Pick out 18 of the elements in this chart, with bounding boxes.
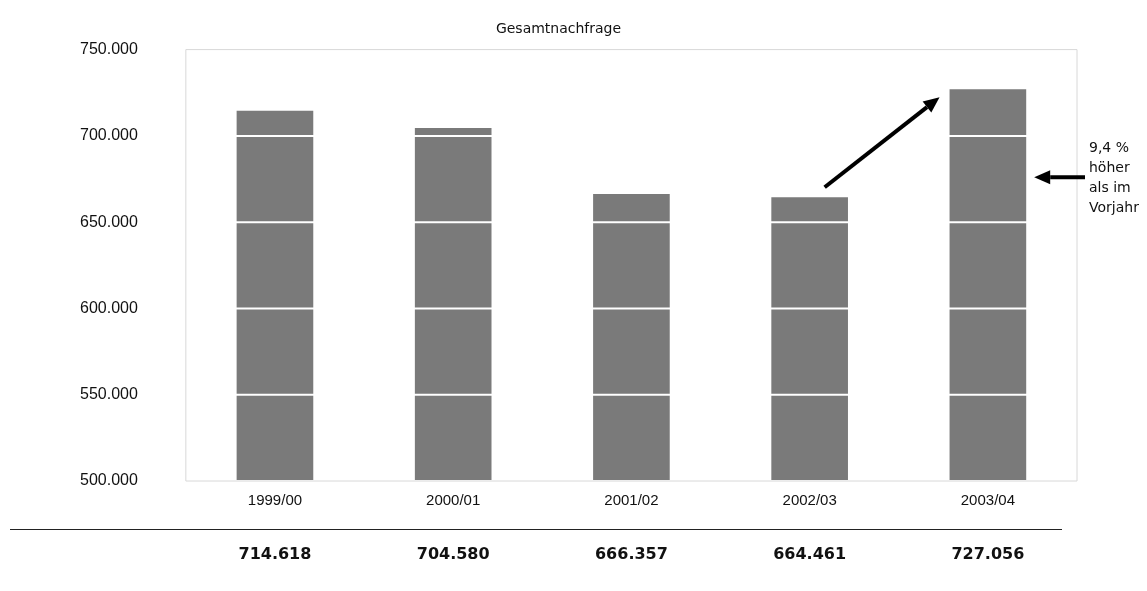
data-label: 666.357 xyxy=(594,544,668,564)
x-tick-label: 2001/02 xyxy=(604,491,659,509)
y-tick-label: 500.000 xyxy=(79,471,138,489)
y-tick-label: 550.000 xyxy=(79,385,138,403)
x-tick-label: 2000/01 xyxy=(426,491,481,509)
x-tick-label: 2002/03 xyxy=(782,491,837,509)
y-tick-label: 600.000 xyxy=(79,298,138,316)
x-tick-label: 2003/04 xyxy=(960,491,1015,509)
data-label: 727.056 xyxy=(951,544,1025,564)
text: 9,4 % höher als im Vorjahr xyxy=(1089,138,1140,218)
chart-title: Gesamtnachfrage xyxy=(495,19,622,36)
y-tick-label: 700.000 xyxy=(79,126,138,144)
data-label: 714.618 xyxy=(238,544,312,564)
data-label: 704.580 xyxy=(416,544,490,564)
y-tick-label: 750.000 xyxy=(79,40,138,58)
data-label: 664.461 xyxy=(773,544,847,564)
x-tick-label: 1999/00 xyxy=(247,491,303,509)
y-tick-label: 650.000 xyxy=(79,212,138,230)
